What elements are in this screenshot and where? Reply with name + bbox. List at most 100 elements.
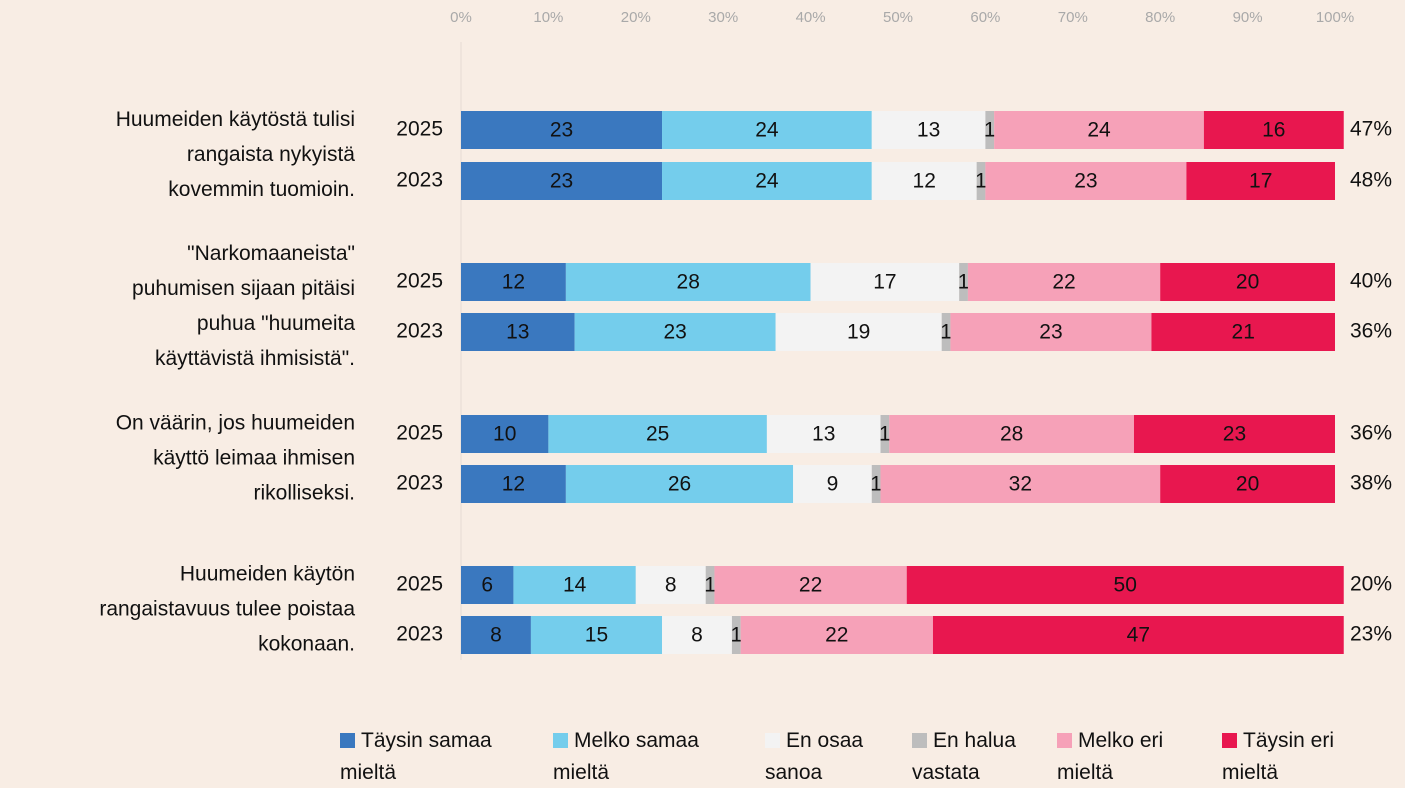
statement-label: puhumisen sijaan pitäisi — [132, 277, 355, 300]
statement-label: rikolliseksi. — [253, 482, 355, 505]
value-label: 16 — [1262, 119, 1285, 142]
bar-segment — [740, 616, 933, 654]
bar-segment — [1151, 313, 1335, 351]
year-label: 2023 — [396, 320, 443, 343]
value-label: 23 — [1039, 321, 1062, 344]
total-label: 48% — [1350, 169, 1392, 192]
value-label: 21 — [1232, 321, 1255, 344]
statement-label: rangaista nykyistä — [187, 143, 355, 166]
year-label: 2023 — [396, 169, 443, 192]
bar-segment — [461, 313, 575, 351]
year-label: 2025 — [396, 573, 443, 596]
value-label: 23 — [550, 170, 573, 193]
x-tick-label: 50% — [883, 9, 913, 26]
bar-segment — [548, 415, 767, 453]
bar-segment — [1186, 162, 1335, 200]
statement-label: rangaistavuus tulee poistaa — [99, 598, 355, 621]
value-label: 1 — [958, 271, 970, 294]
value-label: 22 — [799, 574, 822, 597]
bar-segment — [880, 465, 1161, 503]
legend-swatch — [553, 733, 568, 748]
value-label: 1 — [879, 423, 891, 446]
bar-segment — [959, 263, 968, 301]
bar-segment — [513, 566, 636, 604]
value-label: 1 — [704, 574, 716, 597]
legend-label: En osaa sanoa — [765, 729, 869, 784]
statement-label: Huumeiden käytöstä tulisi — [116, 108, 355, 131]
year-label: 2025 — [396, 270, 443, 293]
bar-segment — [871, 111, 986, 149]
bar-segment — [731, 616, 741, 654]
bar-segment — [461, 465, 566, 503]
statement-label: puhua "huumeita — [197, 312, 355, 335]
bar-segment — [950, 313, 1152, 351]
legend-item: En halua vastata — [912, 729, 1022, 784]
bar-segment — [461, 566, 514, 604]
bar-segment — [662, 616, 732, 654]
legend-label: Melko samaa mieltä — [553, 729, 705, 784]
bar-segment — [967, 263, 1161, 301]
value-label: 25 — [646, 423, 669, 446]
x-tick-label: 60% — [970, 9, 1000, 26]
bar-segment — [906, 566, 1344, 604]
legend-label: Täysin eri mieltä — [1222, 729, 1340, 784]
bar-segment — [889, 415, 1134, 453]
x-tick-label: 80% — [1145, 9, 1175, 26]
legend-item: Melko samaa mieltä — [553, 729, 705, 784]
value-label: 23 — [1074, 170, 1097, 193]
statement-label: kovemmin tuomioin. — [168, 178, 355, 201]
value-label: 28 — [677, 271, 700, 294]
legend-swatch — [912, 733, 927, 748]
bar-segment — [461, 263, 566, 301]
legend-swatch — [765, 733, 780, 748]
year-label: 2025 — [396, 422, 443, 445]
x-tick-label: 100% — [1316, 9, 1354, 26]
bar-segment — [461, 616, 531, 654]
value-label: 28 — [1000, 423, 1023, 446]
legend-item: Melko eri mieltä — [1057, 729, 1169, 784]
year-label: 2025 — [396, 118, 443, 141]
bar-segment — [932, 616, 1344, 654]
bar-segment — [461, 415, 549, 453]
value-label: 13 — [812, 423, 835, 446]
statement-label: On väärin, jos huumeiden — [116, 412, 355, 435]
value-label: 22 — [1052, 271, 1075, 294]
statement-label: "Narkomaaneista" — [187, 242, 355, 265]
bar-segment — [994, 111, 1204, 149]
value-label: 10 — [493, 423, 516, 446]
total-label: 40% — [1350, 270, 1392, 293]
x-tick-label: 70% — [1058, 9, 1088, 26]
bar-segment — [766, 415, 881, 453]
legend-label: Täysin samaa mieltä — [340, 729, 498, 784]
statement-label: käyttö leimaa ihmisen — [153, 447, 355, 470]
value-label: 24 — [1087, 119, 1111, 142]
value-label: 1 — [984, 119, 996, 142]
value-label: 17 — [873, 271, 896, 294]
value-label: 8 — [490, 624, 502, 647]
value-label: 1 — [975, 170, 987, 193]
value-label: 1 — [870, 473, 882, 496]
x-tick-label: 20% — [621, 9, 651, 26]
total-label: 38% — [1350, 472, 1392, 495]
bar-segment — [1160, 263, 1335, 301]
x-tick-label: 30% — [708, 9, 738, 26]
value-label: 26 — [668, 473, 691, 496]
value-label: 12 — [502, 271, 525, 294]
value-label: 24 — [755, 119, 779, 142]
x-tick-label: 40% — [796, 9, 826, 26]
legend-item: Täysin eri mieltä — [1222, 729, 1340, 784]
bar-segment — [461, 162, 663, 200]
bar-segment — [662, 162, 872, 200]
year-label: 2023 — [396, 623, 443, 646]
value-label: 12 — [913, 170, 936, 193]
bar-segment — [985, 162, 1187, 200]
bar-segment — [461, 111, 663, 149]
x-tick-label: 10% — [533, 9, 563, 26]
total-label: 36% — [1350, 422, 1392, 445]
total-label: 23% — [1350, 623, 1392, 646]
bar-segment — [705, 566, 715, 604]
value-label: 19 — [847, 321, 870, 344]
value-label: 14 — [563, 574, 587, 597]
bar-segment — [793, 465, 872, 503]
